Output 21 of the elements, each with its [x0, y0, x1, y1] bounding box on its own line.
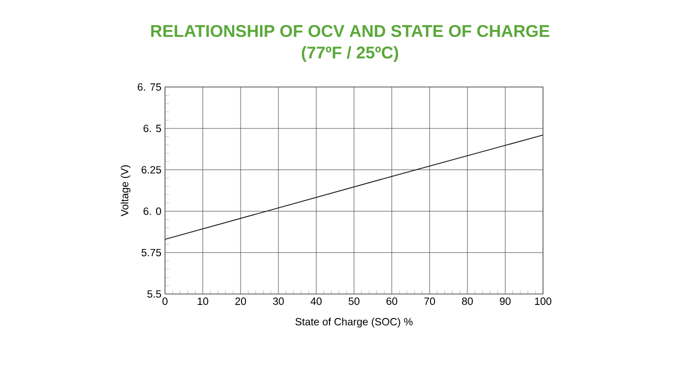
x-axis-title: State of Charge (SOC) %	[295, 318, 413, 328]
y-tick-label: 6. 75	[138, 83, 162, 91]
y-tick-label: 6. 0	[144, 208, 162, 215]
chart-subtitle: (77ºF / 25ºC)	[302, 46, 398, 62]
x-tick-label: 20	[235, 298, 246, 305]
y-tick-label: 6.25	[142, 166, 162, 174]
x-tick-label: 40	[310, 298, 322, 305]
x-tick-label: 30	[272, 298, 284, 305]
y-tick-label: 5.75	[142, 248, 162, 256]
x-tick-label: 80	[462, 298, 473, 305]
y-tick-label: 5.5	[147, 290, 162, 298]
x-tick-label: 60	[386, 298, 398, 305]
x-tick-label: 100	[535, 298, 552, 305]
x-tick-label: 10	[198, 298, 208, 305]
y-axis-title: Voltage (V)	[120, 165, 130, 216]
chart-title: RELATIONSHIP OF OCV AND STATE OF CHARGE	[151, 25, 550, 37]
y-tick-label: 6. 5	[144, 124, 162, 132]
x-tick-label: 0	[162, 298, 168, 305]
x-tick-label: 70	[424, 298, 436, 305]
x-tick-label: 90	[500, 298, 511, 305]
x-tick-label: 50	[348, 298, 360, 305]
